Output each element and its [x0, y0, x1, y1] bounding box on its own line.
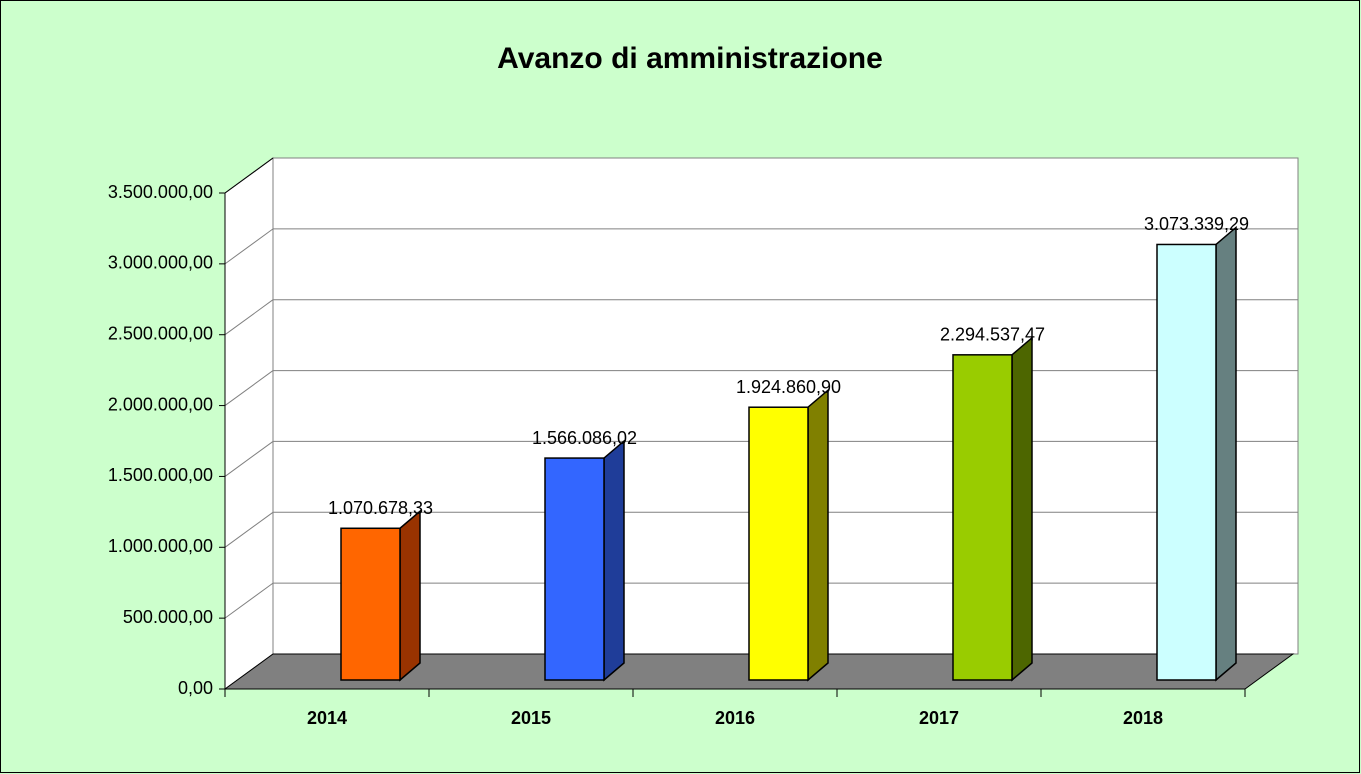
y-tick-label: 0,00 [178, 678, 213, 698]
bar-side [399, 509, 421, 682]
y-tick-label: 3.000.000,00 [108, 253, 213, 273]
bar-side [807, 388, 829, 682]
bar [340, 527, 401, 681]
chart-title: Avanzo di amministrazione [497, 42, 883, 75]
y-axis-top [224, 157, 274, 194]
y-tick-label: 3.500.000,00 [108, 182, 213, 202]
grid-line [224, 511, 274, 548]
y-tick-label: 500.000,00 [123, 607, 213, 627]
bar [748, 406, 809, 681]
x-tick-label: 2016 [715, 708, 755, 728]
grid-line [224, 299, 274, 336]
data-label: 1.566.086,02 [532, 428, 637, 448]
bar [952, 354, 1013, 681]
bar-side [1011, 336, 1033, 682]
x-tick-label: 2017 [919, 708, 959, 728]
y-tick-label: 2.500.000,00 [108, 323, 213, 343]
grid-line [224, 441, 274, 477]
data-label: 1.924.860,90 [736, 377, 841, 397]
grid-line [224, 370, 274, 406]
side-wall [224, 157, 274, 690]
bar [1156, 243, 1217, 681]
grid-line [224, 228, 274, 265]
x-tick-label: 2015 [511, 708, 551, 728]
data-label: 1.070.678,33 [328, 498, 433, 518]
bar [544, 457, 605, 681]
y-tick-label: 1.500.000,00 [108, 465, 213, 485]
data-label: 2.294.537,47 [940, 325, 1045, 345]
bar-side [1215, 225, 1237, 682]
y-tick-label: 1.000.000,00 [108, 536, 213, 556]
x-tick-label: 2018 [1123, 708, 1163, 728]
data-label: 3.073.339,29 [1144, 214, 1249, 234]
y-tick-label: 2.000.000,00 [108, 394, 213, 414]
x-tick-label: 2014 [307, 708, 347, 728]
grid-line [224, 582, 274, 619]
bar-side [603, 439, 625, 682]
